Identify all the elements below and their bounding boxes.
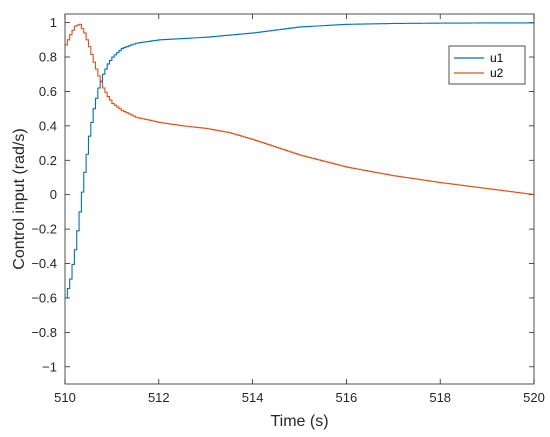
x-tick-label: 518 bbox=[429, 390, 451, 405]
axis-ticks: 510 512 514 516 518 520 −1 −0.8 −0.6 −0.4 −0.2 0 0.2… bbox=[31, 14, 545, 405]
x-tick-label: 512 bbox=[148, 390, 170, 405]
x-tick-label: 514 bbox=[242, 390, 264, 405]
y-tick-label: 0.6 bbox=[39, 84, 57, 99]
series-line-u2 bbox=[65, 23, 535, 195]
y-tick-label: 0.8 bbox=[39, 50, 57, 65]
y-axis-label: Control input (rad/s) bbox=[11, 128, 28, 269]
x-axis-label: Time (s) bbox=[270, 413, 328, 430]
y-tick-label: −0.2 bbox=[31, 222, 57, 237]
y-tick-label: 0.4 bbox=[39, 118, 57, 133]
legend-label-u2: u2 bbox=[490, 66, 504, 80]
y-tick-label: −0.4 bbox=[31, 256, 57, 271]
x-tick-label: 516 bbox=[336, 390, 358, 405]
legend-label-u1: u1 bbox=[490, 51, 504, 65]
legend-box bbox=[448, 45, 526, 85]
series-line-u1 bbox=[65, 22, 534, 299]
y-tick-label: −1 bbox=[42, 359, 57, 374]
y-tick-label: −0.6 bbox=[31, 290, 57, 305]
x-tick-label: 520 bbox=[523, 390, 545, 405]
y-tick-label: 0 bbox=[50, 187, 57, 202]
y-tick-label: 0.2 bbox=[39, 153, 57, 168]
y-tick-label: −0.8 bbox=[31, 325, 57, 340]
series-layer bbox=[65, 22, 535, 299]
y-tick-label: 1 bbox=[50, 15, 57, 30]
plot-frame bbox=[64, 13, 535, 385]
x-tick-label: 510 bbox=[54, 390, 76, 405]
